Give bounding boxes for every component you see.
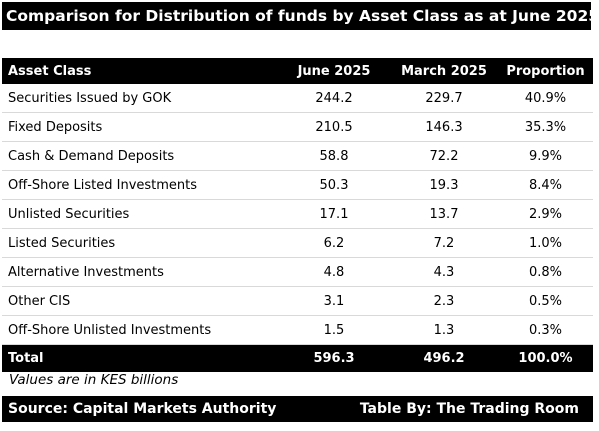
june-value-cell: 58.8 (278, 141, 390, 171)
source-text: Source: Capital Markets Authority (8, 401, 277, 417)
table-row: Unlisted Securities 17.1 13.7 2.9% (2, 199, 593, 229)
proportion-cell: 8.4% (498, 170, 593, 200)
june-value-cell: 17.1 (278, 199, 390, 229)
march-value-cell: 19.3 (390, 170, 498, 200)
asset-class-cell: Off-Shore Listed Investments (2, 170, 278, 200)
asset-class-cell: Securities Issued by GOK (2, 84, 278, 113)
june-value-cell: 6.2 (278, 228, 390, 258)
total-label: Total (8, 351, 44, 366)
table-row: Cash & Demand Deposits 58.8 72.2 9.9% (2, 141, 593, 171)
total-row: Total 596.3 496.2 100.0% (2, 344, 593, 372)
proportion-cell: 0.5% (498, 286, 593, 316)
asset-class-cell: Alternative Investments (2, 257, 278, 287)
asset-class-cell: Fixed Deposits (2, 112, 278, 142)
asset-class-cell: Cash & Demand Deposits (2, 141, 278, 171)
proportion-cell: 0.8% (498, 257, 593, 287)
june-value-cell: 4.8 (278, 257, 390, 287)
total-march: 496.2 (423, 351, 465, 366)
june-value-cell: 210.5 (278, 112, 390, 142)
table-row: Off-Shore Listed Investments 50.3 19.3 8.4% (2, 170, 593, 200)
march-value-cell: 229.7 (390, 84, 498, 113)
header-june-2025: June 2025 (297, 63, 371, 79)
march-value-cell: 4.3 (390, 257, 498, 287)
proportion-cell: 9.9% (498, 141, 593, 171)
header-asset-class: Asset Class (8, 63, 92, 79)
total-proportion: 100.0% (518, 351, 573, 366)
units-note: Values are in KES billions (9, 372, 179, 388)
asset-class-cell: Listed Securities (2, 228, 278, 258)
march-value-cell: 7.2 (390, 228, 498, 258)
table-row: Alternative Investments 4.8 4.3 0.8% (2, 257, 593, 287)
proportion-cell: 40.9% (498, 84, 593, 113)
june-value-cell: 1.5 (278, 315, 390, 345)
header-march-2025: March 2025 (401, 63, 487, 79)
table-title: Comparison for Distribution of funds by … (2, 2, 599, 30)
march-value-cell: 13.7 (390, 199, 498, 229)
asset-class-cell: Off-Shore Unlisted Investments (2, 315, 278, 345)
proportion-cell: 2.9% (498, 199, 593, 229)
footer-bar: Source: Capital Markets Authority Table … (2, 396, 593, 422)
asset-class-cell: Other CIS (2, 286, 278, 316)
june-value-cell: 3.1 (278, 286, 390, 316)
header-proportion: Proportion (506, 63, 585, 79)
asset-class-cell: Unlisted Securities (2, 199, 278, 229)
table-row: Off-Shore Unlisted Investments 1.5 1.3 0.3% (2, 315, 593, 345)
credit-text: Table By: The Trading Room (359, 401, 579, 417)
proportion-cell: 1.0% (498, 228, 593, 258)
march-value-cell: 72.2 (390, 141, 498, 171)
asset-class-table: Asset Class June 2025 March 2025 Proport… (2, 58, 593, 372)
table-row: Fixed Deposits 210.5 146.3 35.3% (2, 112, 593, 142)
june-value-cell: 50.3 (278, 170, 390, 200)
table-row: Listed Securities 6.2 7.2 1.0% (2, 228, 593, 258)
header-row: Asset Class June 2025 March 2025 Proport… (2, 58, 593, 84)
proportion-cell: 0.3% (498, 315, 593, 345)
table-row: Securities Issued by GOK 244.2 229.7 40.9% (2, 84, 593, 113)
total-june: 596.3 (313, 351, 355, 366)
march-value-cell: 146.3 (390, 112, 498, 142)
proportion-cell: 35.3% (498, 112, 593, 142)
march-value-cell: 2.3 (390, 286, 498, 316)
table-row: Other CIS 3.1 2.3 0.5% (2, 286, 593, 316)
march-value-cell: 1.3 (390, 315, 498, 345)
june-value-cell: 244.2 (278, 84, 390, 113)
